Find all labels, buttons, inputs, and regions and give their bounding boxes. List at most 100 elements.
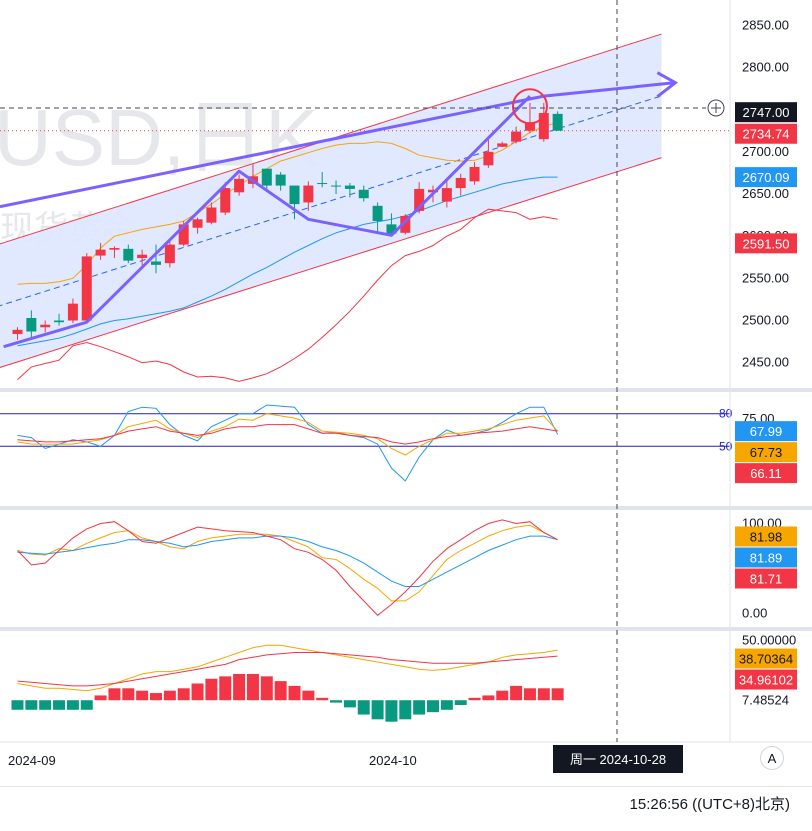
candle-body bbox=[261, 168, 272, 186]
candle bbox=[386, 213, 397, 234]
crosshair-add-icon[interactable] bbox=[707, 99, 725, 117]
candle bbox=[261, 168, 272, 192]
candle-body bbox=[164, 244, 175, 264]
oscillator-1-line bbox=[17, 424, 558, 445]
macd-line bbox=[17, 652, 558, 687]
oscillator-2-value-bg bbox=[735, 568, 797, 589]
candle bbox=[303, 181, 314, 211]
oscillator-2-value-bg bbox=[735, 526, 797, 547]
macd-histogram-bar bbox=[39, 700, 52, 710]
candle bbox=[289, 185, 300, 220]
ma-blue-price-label-bg bbox=[735, 167, 797, 188]
macd-histogram-bar bbox=[302, 690, 315, 701]
candle bbox=[524, 102, 535, 134]
oscillator-1-line bbox=[17, 413, 558, 456]
oscillator-2-value-bg bbox=[735, 547, 797, 568]
candle bbox=[12, 327, 23, 340]
macd-histogram-bar bbox=[357, 700, 370, 715]
candle-body bbox=[109, 247, 120, 250]
candle-body bbox=[67, 303, 78, 321]
candle-body bbox=[428, 189, 438, 193]
candle-body bbox=[483, 151, 494, 166]
candle bbox=[469, 161, 480, 185]
macd-histogram-bar bbox=[25, 700, 38, 710]
macd-pane[interactable] bbox=[11, 644, 564, 722]
candle-body bbox=[524, 122, 535, 131]
macd-histogram-bar bbox=[177, 688, 190, 701]
macd-signal-line bbox=[17, 644, 558, 692]
candle bbox=[220, 182, 231, 216]
crosshair-price-label: 2747.00 bbox=[743, 105, 790, 120]
oscillator-1-value-bg bbox=[735, 421, 797, 442]
last-price-label: 2734.74 bbox=[743, 127, 790, 142]
candle bbox=[400, 214, 411, 235]
price-pane[interactable] bbox=[0, 33, 730, 382]
macd-histogram-bar bbox=[399, 700, 412, 720]
candle-body bbox=[455, 177, 466, 189]
candle bbox=[40, 320, 51, 333]
macd-value: 38.70364 bbox=[739, 652, 793, 667]
pane-divider[interactable] bbox=[0, 388, 812, 392]
price-tick-label: 2500.00 bbox=[742, 313, 789, 328]
macd-histogram-bar bbox=[274, 681, 287, 701]
candle-body bbox=[137, 254, 148, 259]
level-50-label: 50 bbox=[719, 439, 733, 453]
candle bbox=[95, 242, 106, 260]
price-tick-label: 2850.00 bbox=[742, 17, 789, 32]
wave-path-line bbox=[3, 95, 532, 349]
candle-body bbox=[206, 207, 217, 223]
macd-histogram-bar bbox=[108, 688, 121, 701]
candle bbox=[151, 244, 161, 274]
pane-divider[interactable] bbox=[0, 506, 812, 510]
candle bbox=[275, 172, 286, 191]
candle-body bbox=[497, 143, 508, 147]
macd-value: 7.48524 bbox=[742, 693, 789, 708]
oscillator-2-line bbox=[17, 524, 558, 602]
macd-histogram-bar bbox=[371, 700, 384, 720]
oscillator-1-value-bg bbox=[735, 463, 797, 484]
candle bbox=[538, 102, 549, 142]
macd-value-bg bbox=[735, 648, 797, 669]
candle-body bbox=[289, 185, 300, 205]
macd-histogram-bar bbox=[551, 688, 564, 701]
candle-body bbox=[331, 185, 342, 187]
status-bar: 15:26:56 ((UTC+8)北京) bbox=[0, 786, 812, 831]
candle bbox=[109, 246, 120, 259]
macd-histogram-bar bbox=[496, 690, 509, 701]
pane-divider[interactable] bbox=[0, 627, 812, 631]
timezone-clock[interactable]: 15:26:56 ((UTC+8)北京) bbox=[629, 796, 790, 813]
candle-body bbox=[123, 248, 134, 261]
candle bbox=[483, 138, 494, 168]
macd-histogram-bar bbox=[523, 688, 536, 701]
candle-body bbox=[81, 256, 92, 321]
price-tick-label: 2800.00 bbox=[742, 59, 789, 74]
oscillator-2-pane[interactable] bbox=[17, 519, 558, 616]
oscillator-1-value-bg bbox=[735, 442, 797, 463]
ma-red-price-label: 2591.50 bbox=[743, 236, 790, 251]
candle-body bbox=[441, 188, 452, 202]
candle bbox=[552, 111, 563, 131]
crosshair-date-box bbox=[553, 745, 683, 773]
candle bbox=[511, 126, 522, 144]
price-tick-label: 2550.00 bbox=[742, 270, 789, 285]
candle-body bbox=[317, 183, 328, 185]
candle bbox=[137, 249, 148, 266]
candle-body bbox=[372, 205, 383, 221]
oscillator-2-line bbox=[17, 519, 558, 616]
candle bbox=[441, 181, 452, 208]
candle bbox=[358, 185, 369, 202]
macd-histogram-bar bbox=[385, 700, 398, 722]
candle bbox=[54, 313, 65, 326]
candle-body bbox=[192, 219, 203, 228]
oscillator-1-pane[interactable]: 80 50 bbox=[0, 404, 733, 482]
candle-body bbox=[511, 131, 522, 142]
candle-body bbox=[469, 167, 480, 182]
auto-scale-button[interactable]: A bbox=[760, 746, 784, 770]
crosshair-date-label: 周一 2024-10-28 bbox=[570, 752, 666, 767]
candle bbox=[455, 173, 466, 196]
macd-value-bg bbox=[735, 669, 797, 690]
ma-blue-price-label: 2670.09 bbox=[743, 170, 790, 185]
trend-arrow-line bbox=[0, 94, 545, 209]
candle bbox=[344, 183, 355, 198]
